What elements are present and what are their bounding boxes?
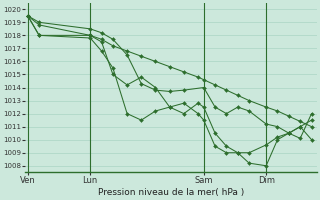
X-axis label: Pression niveau de la mer( hPa ): Pression niveau de la mer( hPa ) [98,188,244,197]
